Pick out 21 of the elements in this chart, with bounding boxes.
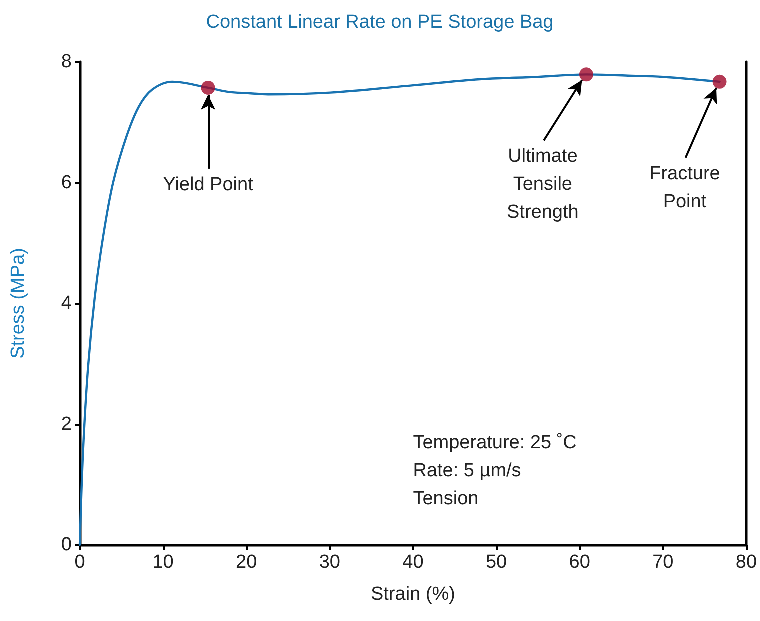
x-tick-label: 80 (736, 552, 758, 573)
x-tick-label: 10 (152, 552, 174, 573)
y-tick-label: 6 (61, 172, 72, 194)
annotation: Temperature: 25 ˚C Rate: 5 µm/s Tension (413, 432, 577, 510)
x-tick-label: 50 (486, 552, 508, 573)
chart-title: Constant Linear Rate on PE Storage Bag (206, 12, 554, 33)
x-tick-label: 20 (236, 552, 258, 573)
annotation: Yield Point (163, 174, 254, 196)
annotation: Fracture Point (650, 163, 720, 212)
x-tick-label: 30 (319, 552, 340, 573)
y-tick-label: 0 (61, 534, 72, 556)
x-tick-label: 40 (402, 552, 424, 573)
y-tick-label: 8 (61, 52, 72, 72)
y-axis-title: Stress (MPa) (8, 248, 29, 359)
annotation: Ultimate Tensile Strength (507, 146, 579, 223)
x-tick-label: 0 (74, 552, 86, 573)
x-tick-label: 70 (652, 552, 674, 573)
y-tick-label: 4 (61, 293, 72, 314)
y-tick-label: 2 (61, 414, 72, 435)
x-tick-label: 60 (569, 552, 590, 573)
x-axis-title: Strain (%) (370, 584, 456, 605)
